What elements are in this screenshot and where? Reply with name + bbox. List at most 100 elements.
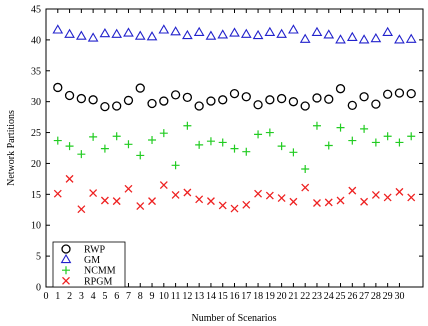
point-gm xyxy=(346,31,358,41)
point-rwp xyxy=(371,99,381,109)
point-rpgm xyxy=(313,199,321,207)
point-rwp xyxy=(383,89,393,99)
point-ncmm xyxy=(100,144,109,153)
x-tick-label: 0 xyxy=(44,291,49,302)
point-ncmm xyxy=(254,130,263,139)
point-rpgm xyxy=(89,189,98,198)
point-rwp xyxy=(135,83,145,93)
series-ncmm xyxy=(53,121,416,174)
point-gm xyxy=(52,24,64,34)
point-gm xyxy=(252,29,264,40)
y-tick-label: 35 xyxy=(31,66,41,77)
point-gm xyxy=(99,28,111,38)
x-tick-label: 24 xyxy=(324,291,334,302)
point-ncmm xyxy=(206,137,215,146)
series-rwp xyxy=(53,82,416,112)
series-gm xyxy=(52,24,417,44)
y-tick-label: 15 xyxy=(31,190,41,201)
point-ncmm xyxy=(171,161,180,170)
x-tick-label: 1 xyxy=(55,291,60,302)
x-tick-label: 30 xyxy=(394,291,404,302)
y-tick-label: 40 xyxy=(31,35,41,46)
point-gm xyxy=(264,26,276,37)
point-ncmm xyxy=(277,142,286,151)
point-gm xyxy=(111,28,123,38)
point-rwp xyxy=(194,101,204,111)
point-ncmm xyxy=(159,129,168,138)
point-rwp xyxy=(394,88,405,98)
point-rpgm xyxy=(136,202,145,211)
point-rpgm xyxy=(183,188,192,197)
point-gm xyxy=(335,34,346,44)
point-gm xyxy=(123,27,134,37)
point-ncmm xyxy=(265,128,274,137)
y-tick-label: 0 xyxy=(36,283,41,294)
point-rwp xyxy=(406,88,416,99)
point-gm xyxy=(75,30,87,40)
point-rwp xyxy=(218,95,228,105)
point-ncmm xyxy=(289,148,298,157)
point-gm xyxy=(87,32,99,42)
point-ncmm xyxy=(301,165,310,174)
point-gm xyxy=(182,29,193,40)
x-tick-label: 21 xyxy=(288,291,298,302)
legend-marker-gm xyxy=(60,253,72,264)
point-rwp xyxy=(347,100,357,111)
point-ncmm xyxy=(183,121,192,130)
point-rpgm xyxy=(159,181,168,190)
point-rpgm xyxy=(112,197,121,206)
x-tick-label: 9 xyxy=(150,291,155,302)
point-gm xyxy=(134,30,146,40)
point-rwp xyxy=(112,101,122,111)
point-ncmm xyxy=(395,138,404,147)
point-ncmm xyxy=(348,136,357,145)
point-rpgm xyxy=(324,198,333,207)
y-tick-label: 20 xyxy=(31,159,41,170)
x-tick-label: 22 xyxy=(300,291,310,302)
point-rwp xyxy=(253,100,263,110)
point-rwp xyxy=(335,84,346,94)
x-tick-label: 16 xyxy=(230,291,240,302)
x-tick-label: 11 xyxy=(171,291,181,302)
point-rpgm xyxy=(383,193,392,202)
x-tick-label: 19 xyxy=(265,291,275,302)
point-rwp xyxy=(229,88,240,99)
point-gm xyxy=(146,31,158,41)
point-ncmm xyxy=(112,132,121,141)
x-axis-label: Number of Scenarios xyxy=(192,313,277,324)
point-ncmm xyxy=(89,132,98,141)
legend-label-gm: GM xyxy=(84,255,100,266)
y-axis-label: Network Partitions xyxy=(6,110,17,186)
point-rpgm xyxy=(148,197,156,206)
point-rwp xyxy=(170,90,181,100)
point-gm xyxy=(288,24,299,34)
point-rwp xyxy=(265,95,275,105)
point-rpgm xyxy=(100,196,109,205)
point-rwp xyxy=(88,95,98,105)
point-gm xyxy=(311,26,323,37)
point-rwp xyxy=(288,97,299,107)
x-tick-label: 7 xyxy=(126,291,131,302)
point-ncmm xyxy=(195,140,204,149)
x-axis-ticks: 0 1 2 3 4 5 6 7 8 9 10 11 12 13 14 15 16 17 18 19 20 21 22 23 24… xyxy=(44,9,404,302)
point-gm xyxy=(299,33,311,43)
point-rpgm xyxy=(336,196,345,205)
point-rpgm xyxy=(289,197,298,206)
x-tick-label: 12 xyxy=(182,291,192,302)
point-ncmm xyxy=(312,121,321,130)
point-rpgm xyxy=(195,195,204,204)
x-tick-label: 5 xyxy=(102,291,107,302)
point-gm xyxy=(358,34,370,44)
x-tick-label: 14 xyxy=(206,291,216,302)
point-ncmm xyxy=(383,132,392,141)
point-ncmm xyxy=(324,141,333,150)
point-rpgm xyxy=(206,197,215,206)
point-gm xyxy=(323,29,335,39)
point-ncmm xyxy=(148,135,157,144)
point-rpgm xyxy=(395,187,404,196)
point-ncmm xyxy=(230,144,239,153)
point-gm xyxy=(205,30,217,40)
legend-marker-ncmm xyxy=(62,266,70,275)
point-gm xyxy=(370,32,382,43)
point-rwp xyxy=(64,90,75,101)
